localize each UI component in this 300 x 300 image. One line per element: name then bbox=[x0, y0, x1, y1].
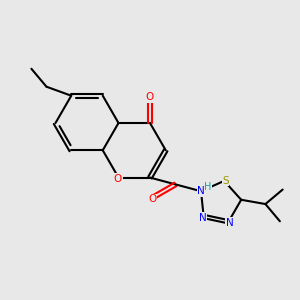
Text: N: N bbox=[199, 213, 206, 223]
Text: S: S bbox=[222, 176, 229, 186]
Text: N: N bbox=[197, 186, 205, 196]
Text: N: N bbox=[226, 218, 234, 228]
Text: O: O bbox=[149, 194, 157, 204]
Text: H: H bbox=[204, 182, 211, 192]
Text: O: O bbox=[114, 174, 122, 184]
Text: O: O bbox=[146, 92, 154, 102]
